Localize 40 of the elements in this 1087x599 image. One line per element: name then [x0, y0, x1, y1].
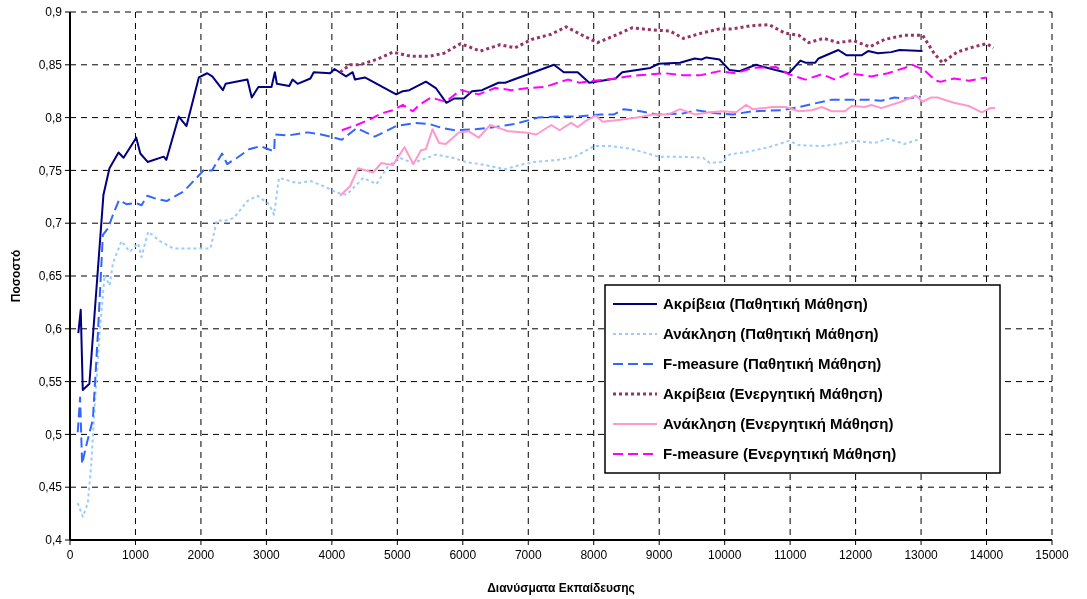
y-tick-label: 0,9: [45, 5, 63, 20]
x-tick-label: 6000: [449, 548, 477, 562]
x-tick-label: 14000: [969, 548, 1004, 562]
y-tick-label: 0,85: [38, 58, 63, 72]
x-tick-label: 0: [66, 548, 74, 562]
x-tick-label: 10000: [707, 548, 742, 562]
legend-label: Ακρίβεια (Ενεργητική Μάθηση): [663, 385, 883, 403]
line-series: [76, 95, 922, 465]
x-tick-label: 2000: [187, 548, 215, 562]
y-tick-label: 0,7: [45, 216, 63, 231]
legend-label: Ακρίβεια (Παθητική Μάθηση): [663, 295, 868, 313]
line-series: [76, 137, 919, 518]
y-axis-title: Ποσοστό: [9, 249, 23, 303]
x-tick-label: 12000: [838, 548, 873, 562]
x-tick-label: 8000: [580, 548, 608, 562]
line-series: [338, 23, 995, 74]
y-tick-label: 0,4: [45, 533, 63, 548]
x-tick-label: 11000: [773, 548, 807, 562]
line-series: [340, 63, 988, 132]
legend-label: Ανάκληση (Παθητική Μάθηση): [663, 325, 879, 343]
x-tick-label: 4000: [318, 548, 346, 562]
x-tick-label: 5000: [383, 548, 411, 562]
y-tick-label: 0,65: [38, 269, 63, 284]
y-tick-label: 0,45: [38, 480, 63, 495]
y-tick-label: 0,75: [38, 163, 63, 178]
legend-label: F-measure (Ενεργητική Μάθηση): [663, 445, 897, 463]
x-axis-title: Διανύσματα Εκπαίδευσης: [487, 581, 635, 595]
x-tick-label: 13000: [904, 548, 939, 562]
x-tick-label: 7000: [514, 548, 542, 562]
y-tick-label: 0,5: [45, 427, 63, 442]
x-tick-label: 1000: [122, 548, 150, 562]
y-tick-label: 0,8: [45, 110, 63, 125]
y-tick-label: 0,55: [38, 374, 63, 389]
legend-label: F-measure (Παθητική Μάθηση): [663, 355, 882, 373]
legend-label: Ανάκληση (Ενεργητική Μάθηση): [663, 415, 894, 433]
y-tick-label: 0,6: [45, 322, 63, 336]
x-tick-label: 3000: [253, 548, 281, 562]
x-tick-label: 15000: [1035, 548, 1070, 562]
x-tick-label: 9000: [645, 548, 673, 562]
line-series: [339, 94, 997, 197]
